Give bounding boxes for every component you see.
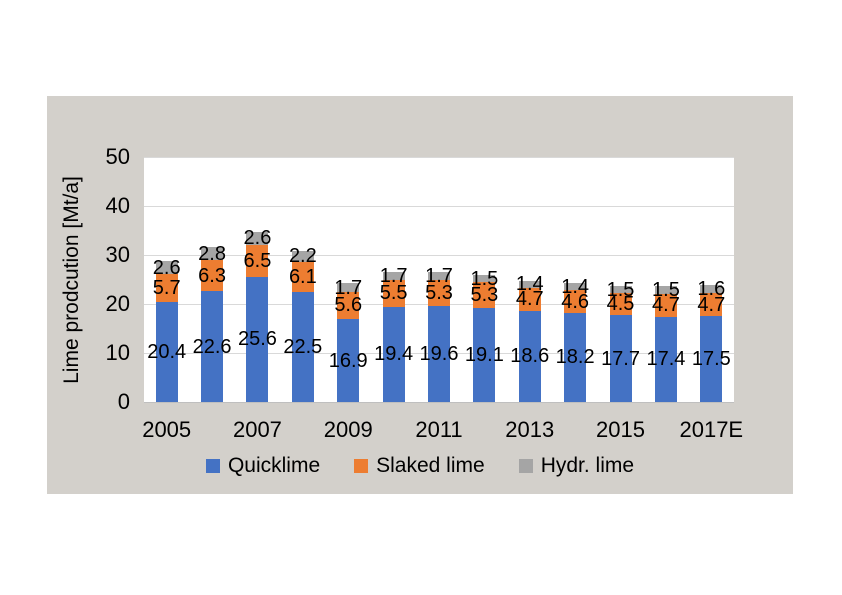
bar-segment-slaked-lime [473, 282, 496, 309]
bar-segment-hydr-lime [564, 283, 587, 291]
bar-segment-hydr-lime [654, 286, 677, 294]
bar-segment-quicklime [382, 306, 405, 402]
x-tick-label: 2005 [142, 417, 192, 442]
plot-area: 20.4 5.7 2.6 22.6 6.3 2.8 25.6 6.5 2.6 22.5 6.1 2.2… [144, 157, 734, 403]
x-tick-label: 2015 [596, 417, 645, 442]
y-tick-label: 20 [105, 291, 130, 316]
bar-segment-quicklime [155, 302, 178, 402]
gridline [144, 255, 734, 256]
legend-item-slaked-lime: Slaked lime [354, 454, 485, 478]
legend: Quicklime Slaked lime Hydr. lime [47, 451, 793, 481]
gridline [144, 157, 734, 158]
x-tick-label: 2011 [415, 417, 463, 442]
bar-segment-quicklime [654, 316, 677, 402]
bar-segment-slaked-lime [518, 287, 541, 311]
x-tick-label: 2017E [679, 417, 744, 442]
y-tick-label: 30 [105, 242, 130, 267]
y-tick-label: 40 [105, 193, 130, 218]
x-tick-label: 2007 [232, 417, 282, 442]
bar-segment-quicklime [201, 291, 224, 402]
legend-item-quicklime: Quicklime [205, 454, 321, 478]
legend-swatch-icon [354, 459, 369, 473]
bar-segment-slaked-lime [155, 274, 178, 303]
bar-segment-hydr-lime [518, 280, 541, 288]
bar-segment-quicklime [700, 316, 723, 402]
bar-segment-hydr-lime [428, 271, 450, 280]
bar-segment-slaked-lime [337, 291, 360, 320]
bar-segment-hydr-lime [155, 261, 178, 275]
bar-segment-hydr-lime [246, 231, 269, 245]
bar-segment-quicklime [473, 308, 496, 402]
legend-swatch-icon [518, 459, 533, 473]
bar-segment-quicklime [609, 315, 632, 402]
legend-label: Slaked lime [376, 454, 485, 477]
bar-segment-hydr-lime [201, 246, 224, 261]
legend-item-hydr-lime: Hydr. lime [518, 454, 635, 478]
gridline [144, 206, 734, 207]
y-tick-label: 0 [117, 389, 130, 414]
legend-swatch-icon [205, 459, 220, 473]
bar-segment-slaked-lime [564, 290, 587, 313]
bar-segment-slaked-lime [654, 293, 677, 317]
x-tick-label: 2013 [505, 417, 555, 442]
legend-label: Hydr. lime [540, 454, 635, 477]
bar-segment-quicklime [564, 312, 587, 402]
bar-segment-slaked-lime [382, 280, 405, 307]
bar-segment-hydr-lime [382, 271, 405, 280]
bar-segment-hydr-lime [700, 285, 723, 294]
bar-segment-hydr-lime [609, 285, 632, 294]
y-tick-label: 50 [105, 144, 130, 169]
bar-segment-quicklime [291, 291, 314, 402]
bar-segment-hydr-lime [473, 275, 496, 283]
bar-segment-slaked-lime [246, 244, 269, 277]
bar-segment-slaked-lime [700, 293, 723, 317]
bar-segment-slaked-lime [291, 261, 314, 292]
bar-segment-slaked-lime [609, 293, 632, 316]
bar-segment-slaked-lime [201, 260, 224, 292]
x-tick-label: 2009 [323, 417, 373, 442]
bar-segment-slaked-lime [428, 280, 450, 306]
bar-segment-quicklime [337, 319, 360, 402]
bar-segment-quicklime [246, 276, 269, 402]
bar-segment-quicklime [428, 305, 450, 402]
y-tick-label: 10 [105, 340, 130, 365]
bar-segment-hydr-lime [291, 251, 314, 262]
legend-label: Quicklime [227, 454, 321, 477]
bar-segment-hydr-lime [337, 283, 360, 292]
bar-segment-quicklime [518, 310, 541, 402]
